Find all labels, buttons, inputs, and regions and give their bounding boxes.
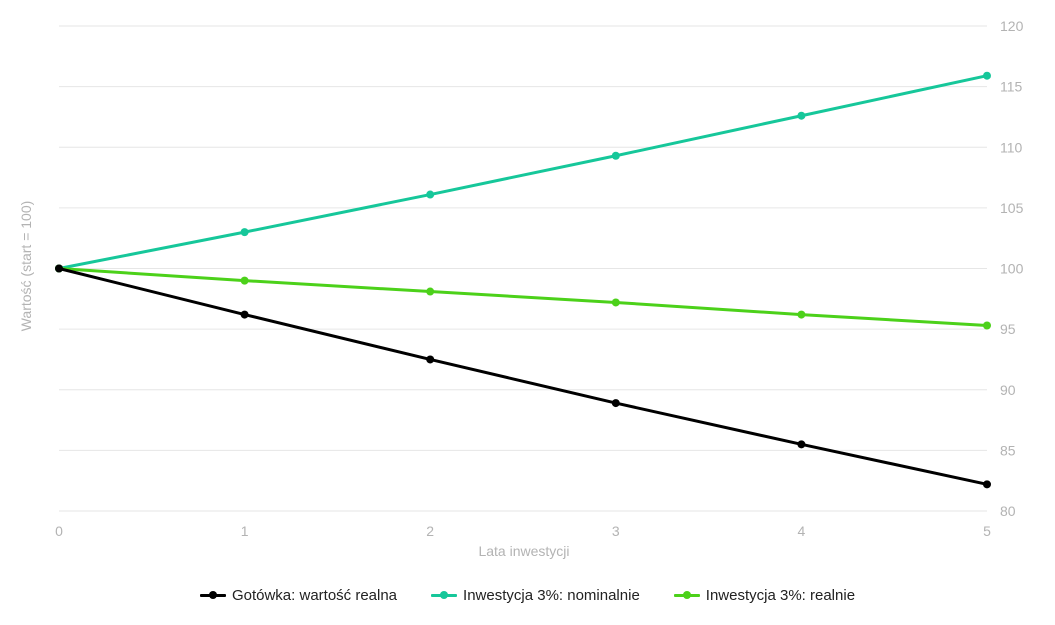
data-point[interactable]	[797, 440, 806, 449]
series-lines	[55, 71, 991, 489]
legend: Gotówka: wartość realna Inwestycja 3%: n…	[0, 584, 1055, 606]
legend-label: Inwestycja 3%: realnie	[705, 586, 856, 604]
y-tick-label: 85	[1000, 442, 1016, 458]
y-tick-label: 90	[1000, 382, 1016, 398]
series-1	[55, 71, 991, 273]
legend-label: Gotówka: wartość realna	[231, 586, 398, 604]
legend-item-investment-nominal[interactable]: Inwestycja 3%: nominalnie	[431, 587, 640, 604]
y-axis-label: Wartość (start = 100)	[18, 201, 34, 332]
legend-swatch	[199, 589, 226, 601]
data-point[interactable]	[426, 355, 435, 364]
y-tick-label: 80	[1000, 503, 1016, 519]
series-0	[55, 264, 991, 489]
y-tick-label: 105	[1000, 200, 1024, 216]
data-point[interactable]	[983, 321, 991, 330]
grid-lines	[59, 25, 987, 512]
data-point[interactable]	[611, 298, 620, 307]
x-tick-label: 0	[55, 523, 63, 539]
data-point[interactable]	[426, 287, 435, 296]
legend-dot	[682, 591, 691, 599]
data-point[interactable]	[55, 264, 63, 273]
y-tick-label: 110	[1000, 139, 1023, 155]
data-point[interactable]	[983, 71, 991, 80]
data-point[interactable]	[797, 111, 806, 120]
data-point[interactable]	[240, 276, 249, 285]
legend-item-cash[interactable]: Gotówka: wartość realna	[199, 586, 398, 604]
data-point[interactable]	[426, 190, 435, 199]
y-axis-ticks: 80 85 90 95 100 105 110 115 120	[1000, 18, 1024, 519]
data-point[interactable]	[797, 310, 806, 319]
x-axis-label: Lata inwestycji	[478, 543, 569, 559]
y-tick-label: 95	[1000, 321, 1016, 337]
y-tick-label: 120	[1000, 18, 1024, 34]
legend-swatch	[673, 589, 700, 601]
data-point[interactable]	[611, 151, 620, 160]
line-chart: 80 85 90 95 100 105 110 115 120 0 1 2 3 4 5 Lata inwe…	[18, 18, 1024, 559]
x-tick-label: 1	[241, 523, 249, 539]
legend-label: Inwestycja 3%: nominalnie	[463, 586, 640, 604]
legend-swatch	[431, 589, 458, 601]
x-tick-label: 4	[798, 523, 806, 539]
data-point[interactable]	[983, 480, 991, 489]
series-line	[57, 267, 989, 486]
x-axis-ticks: 0 1 2 3 4 5	[55, 523, 991, 539]
y-tick-label: 115	[1000, 79, 1023, 95]
x-tick-label: 2	[426, 523, 434, 539]
data-point[interactable]	[611, 399, 620, 408]
y-tick-label: 100	[1000, 261, 1024, 277]
series-2	[55, 264, 991, 330]
data-point[interactable]	[240, 310, 249, 319]
x-tick-label: 3	[612, 523, 620, 539]
series-line	[57, 267, 989, 327]
legend-dot	[440, 591, 449, 599]
series-line	[57, 74, 989, 270]
legend-item-investment-real[interactable]: Inwestycja 3%: realnie	[673, 586, 856, 604]
x-tick-label: 5	[983, 523, 991, 539]
legend-dot	[208, 591, 217, 599]
data-point[interactable]	[240, 228, 249, 237]
